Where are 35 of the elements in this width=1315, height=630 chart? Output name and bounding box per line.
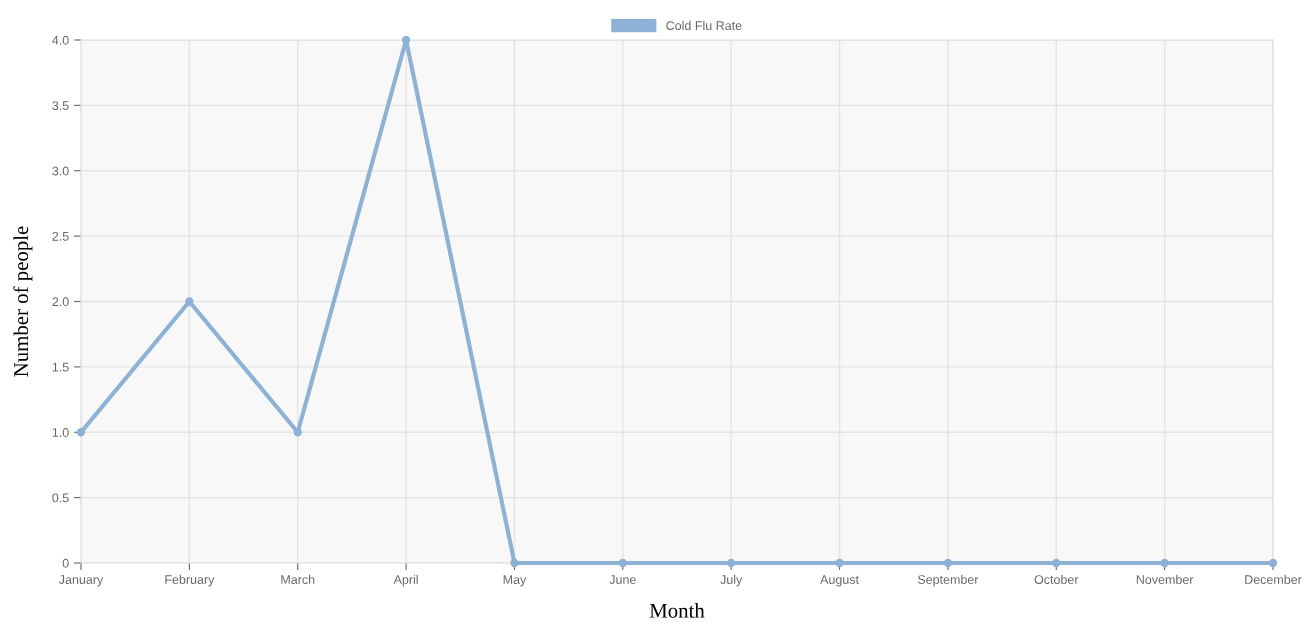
point (293, 428, 302, 437)
point (1052, 558, 1061, 568)
x-tick-label: September (917, 574, 979, 587)
x-tick-label: July (720, 574, 743, 587)
x-tick-label: March (281, 574, 315, 584)
y-tick-label: 3.0 (52, 166, 69, 176)
y-axis-title: Number of people (13, 226, 33, 377)
y-tick-label: 0 (62, 558, 69, 568)
point (510, 558, 519, 568)
y-tick-label: 0.5 (52, 493, 69, 503)
y-tick-label: 1.5 (52, 362, 69, 372)
point (1160, 558, 1169, 568)
y-tick-label: 3.5 (52, 101, 69, 111)
y-tick-label: 2.0 (52, 297, 69, 307)
x-tick-label: August (820, 575, 859, 587)
y-tick-label: 4.0 (52, 35, 69, 45)
point (185, 297, 194, 306)
point (1268, 558, 1278, 568)
point (76, 428, 86, 437)
x-tick-label: January (58, 575, 104, 587)
legend-label: Cold Flu Rate (666, 20, 742, 31)
x-axis-title: Month (649, 603, 705, 618)
y-tick-label: 1.0 (52, 428, 69, 437)
x-tick-label: February (165, 574, 215, 587)
x-tick-label: May (503, 575, 527, 587)
x-tick-label: October (1034, 574, 1079, 584)
point (727, 558, 736, 568)
x-tick-label: April (393, 574, 418, 587)
point (943, 558, 953, 568)
x-tick-label: November (1136, 574, 1194, 584)
x-tick-label: June (609, 575, 636, 584)
y-tick-label: 2.5 (52, 231, 69, 241)
point (835, 558, 844, 568)
point (618, 558, 627, 568)
x-tick-label: December (1245, 574, 1302, 584)
